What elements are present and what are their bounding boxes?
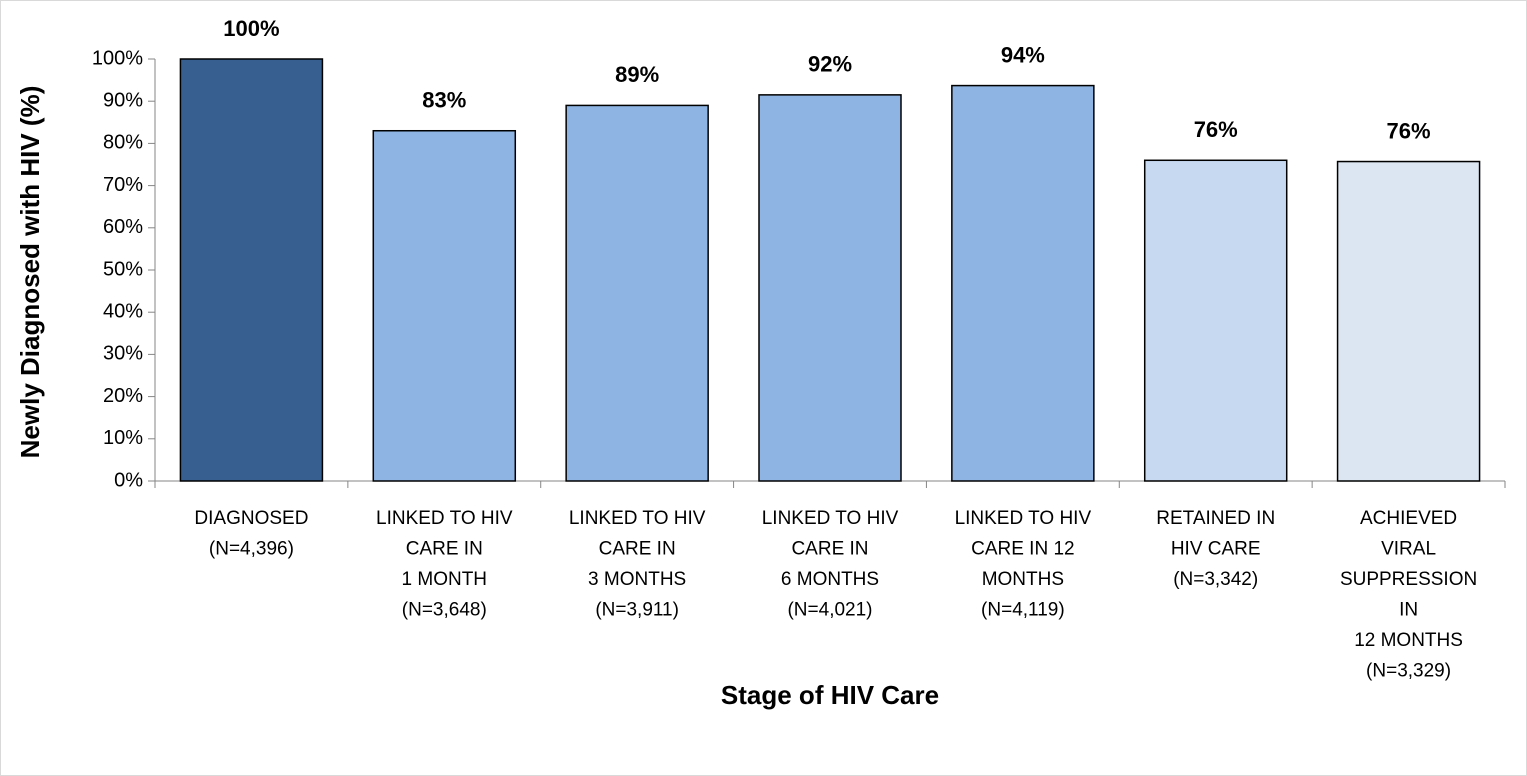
value-label: 76% xyxy=(1387,118,1431,143)
y-tick-label: 0% xyxy=(114,469,143,491)
bar xyxy=(951,84,1095,482)
value-label: 100% xyxy=(223,16,279,41)
y-tick-label: 100% xyxy=(92,47,143,69)
x-tick-label: RETAINED IN xyxy=(1156,508,1275,529)
bar xyxy=(1143,159,1288,482)
bar xyxy=(372,129,517,482)
x-tick-label: CARE IN xyxy=(599,539,676,560)
x-tick-label: 3 MONTHS xyxy=(588,569,686,590)
x-tick-label: (N=4,021) xyxy=(787,600,872,621)
x-tick-label: LINKED TO HIV xyxy=(376,508,513,529)
y-tick-label: 80% xyxy=(103,132,143,154)
value-label: 94% xyxy=(1001,42,1045,67)
x-tick-label: IN xyxy=(1399,600,1418,621)
x-tick-label: (N=3,342) xyxy=(1173,569,1258,590)
y-tick-label: 60% xyxy=(103,216,143,238)
x-tick-label: (N=4,396) xyxy=(209,539,294,560)
bar xyxy=(179,58,324,482)
x-tick-label: LINKED TO HIV xyxy=(955,508,1092,529)
x-tick-label: HIV CARE xyxy=(1171,539,1261,560)
bar xyxy=(565,104,709,482)
x-tick-label: CARE IN xyxy=(791,539,868,560)
x-tick-label: MONTHS xyxy=(982,569,1064,590)
x-tick-label: 6 MONTHS xyxy=(781,569,879,590)
x-tick-label: (N=3,911) xyxy=(595,600,679,621)
value-label: 92% xyxy=(808,52,852,77)
x-tick-label: (N=4,119) xyxy=(981,600,1065,621)
value-label: 89% xyxy=(615,62,659,87)
x-tick-label: LINKED TO HIV xyxy=(762,508,899,529)
x-axis-title: Stage of HIV Care xyxy=(721,680,939,710)
x-tick-label: SUPPRESSION xyxy=(1340,569,1477,590)
bar xyxy=(1336,160,1481,482)
value-label: 83% xyxy=(422,88,466,113)
x-tick-label: DIAGNOSED xyxy=(194,508,308,529)
x-tick-label: CARE IN 12 xyxy=(971,539,1074,560)
value-label: 76% xyxy=(1194,117,1238,142)
y-tick-label: 90% xyxy=(103,89,143,111)
x-tick-label: 12 MONTHS xyxy=(1354,630,1463,651)
y-tick-label: 70% xyxy=(103,174,143,196)
y-tick-label: 20% xyxy=(103,385,143,407)
y-tick-label: 10% xyxy=(103,427,143,449)
y-tick-label: 40% xyxy=(103,300,143,322)
x-tick-label: ACHIEVED xyxy=(1360,508,1457,529)
y-axis-title: Newly Diagnosed with HIV (%) xyxy=(15,86,45,459)
bar xyxy=(758,94,902,482)
y-tick-label: 50% xyxy=(103,258,143,280)
x-tick-label: (N=3,329) xyxy=(1366,661,1451,682)
x-tick-label: LINKED TO HIV xyxy=(569,508,706,529)
x-tick-label: 1 MONTH xyxy=(402,569,488,590)
x-tick-label: VIRAL xyxy=(1381,539,1436,560)
y-tick-label: 30% xyxy=(103,343,143,365)
x-tick-label: CARE IN xyxy=(406,539,483,560)
x-tick-label: (N=3,648) xyxy=(402,600,487,621)
